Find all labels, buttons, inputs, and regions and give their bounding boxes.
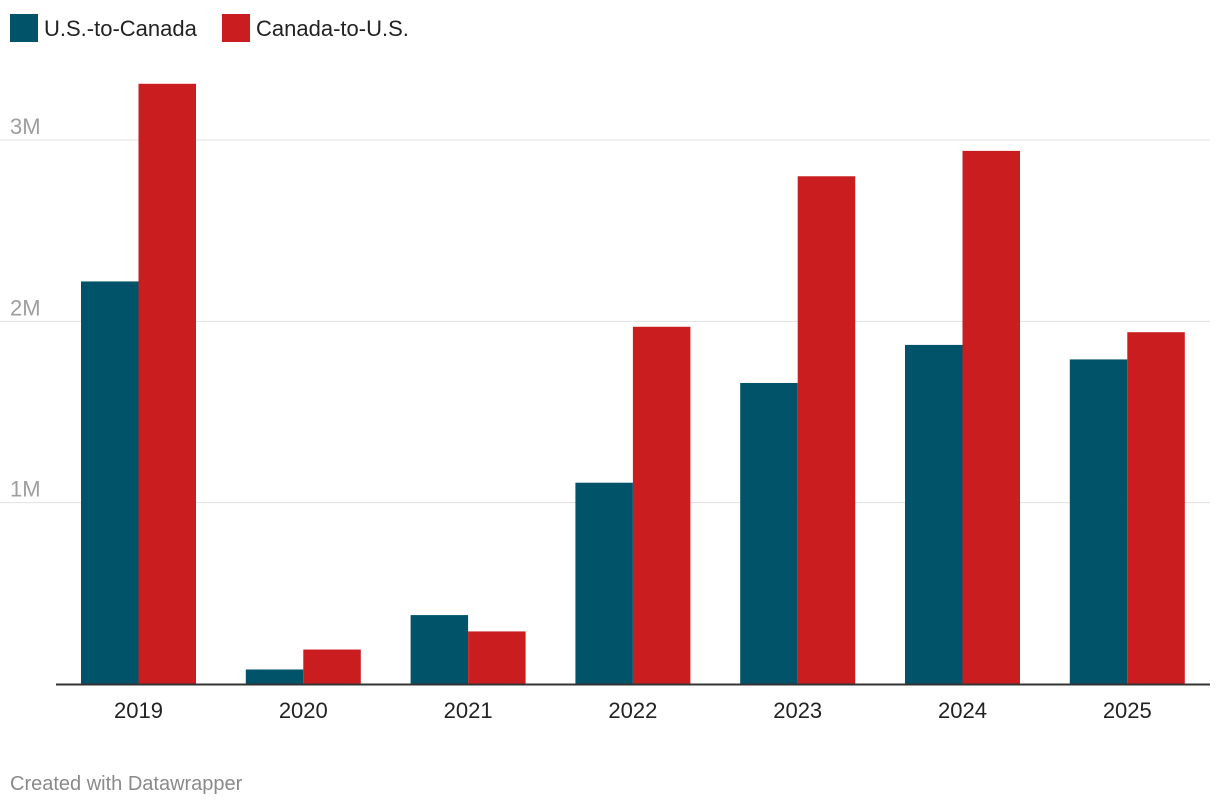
bar-u-s-to-canada-2024 bbox=[905, 344, 963, 684]
x-tick-label-2021: 2021 bbox=[444, 698, 493, 723]
legend: U.S.-to-Canada Canada-to-U.S. bbox=[10, 14, 409, 42]
bar-u-s-to-canada-2020 bbox=[245, 669, 304, 684]
x-tick-label-2020: 2020 bbox=[279, 698, 328, 723]
x-tick-label-2025: 2025 bbox=[1103, 698, 1152, 723]
legend-swatch-us-to-canada bbox=[10, 14, 38, 42]
y-tick-label-3m: 3M bbox=[10, 114, 41, 139]
bar-canada-to-u-s-2020 bbox=[303, 649, 361, 684]
x-tick-label-2023: 2023 bbox=[773, 698, 822, 723]
bar-canada-to-u-s-2019 bbox=[138, 83, 196, 684]
x-tick-label-2019: 2019 bbox=[114, 698, 163, 723]
y-tick-label-1m: 1M bbox=[10, 477, 41, 502]
bar-canada-to-u-s-2023 bbox=[797, 176, 856, 684]
bar-u-s-to-canada-2023 bbox=[740, 382, 798, 684]
bar-canada-to-u-s-2025 bbox=[1127, 332, 1185, 684]
x-tick-label-2022: 2022 bbox=[608, 698, 657, 723]
x-axis: 2019 2020 2021 2022 2023 2024 2025 bbox=[56, 683, 1210, 723]
x-tick-label-2024: 2024 bbox=[938, 698, 987, 723]
bars bbox=[81, 83, 1185, 684]
legend-label-us-to-canada: U.S.-to-Canada bbox=[44, 16, 198, 41]
bar-u-s-to-canada-2022 bbox=[575, 482, 633, 684]
bar-canada-to-u-s-2021 bbox=[468, 631, 526, 684]
legend-label-canada-to-us: Canada-to-U.S. bbox=[256, 16, 409, 41]
legend-swatch-canada-to-us bbox=[222, 14, 250, 42]
bar-canada-to-u-s-2022 bbox=[632, 326, 691, 684]
bar-u-s-to-canada-2021 bbox=[410, 615, 469, 684]
bar-u-s-to-canada-2025 bbox=[1069, 359, 1128, 684]
bar-u-s-to-canada-2019 bbox=[81, 281, 139, 684]
credit-text: Created with Datawrapper bbox=[10, 773, 243, 795]
y-tick-label-2m: 2M bbox=[10, 295, 41, 320]
bar-canada-to-u-s-2024 bbox=[962, 150, 1020, 684]
